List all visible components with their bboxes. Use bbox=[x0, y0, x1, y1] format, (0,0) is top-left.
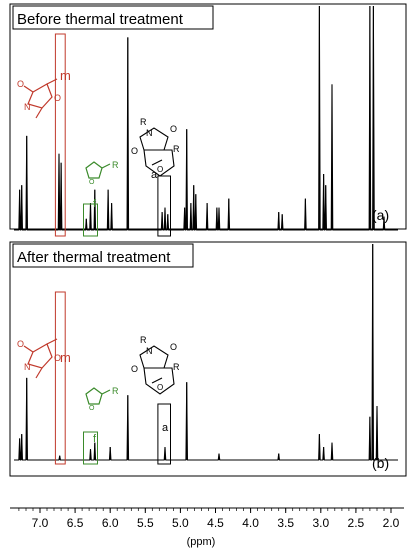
maleimide-o1-b: O bbox=[17, 339, 24, 349]
panel-a-label: (a) bbox=[372, 207, 389, 223]
annotation-boxes-b bbox=[54, 291, 171, 465]
panel-b-frame bbox=[9, 241, 407, 477]
x-tick-label-4: 5.0 bbox=[172, 516, 189, 530]
maleimide-structure-icon-b: m O O N bbox=[17, 338, 71, 379]
maleimide-structure-icon: m O O N bbox=[17, 68, 71, 119]
x-axis-label: (ppm) bbox=[187, 536, 216, 548]
spectrum-a bbox=[14, 5, 398, 231]
adduct-r1: R bbox=[140, 117, 147, 127]
label-m-b: m bbox=[60, 350, 71, 365]
panel-a-title: Before thermal treatment bbox=[17, 11, 184, 28]
adduct-o3-b: O bbox=[157, 383, 163, 392]
x-tick-label-10: 2.0 bbox=[383, 516, 400, 530]
annotation-box-m-b bbox=[54, 291, 66, 465]
furan-structure-icon-b: O R f bbox=[85, 386, 119, 445]
furan-r-b: R bbox=[112, 386, 119, 396]
panel-b-title-box bbox=[12, 243, 194, 268]
adduct-o1-b: O bbox=[170, 342, 177, 352]
x-tick-label-9: 2.5 bbox=[348, 516, 365, 530]
x-axis: 7.0 6.5 6.0 5.5 5.0 4.5 4.0 3.5 3.0 2.5 2.0 (ppm) bbox=[10, 507, 404, 548]
annotation-box-f-b bbox=[83, 431, 98, 465]
adduct-o1: O bbox=[170, 124, 177, 134]
maleimide-o2-b: O bbox=[54, 353, 61, 363]
x-tick-label-0: 7.0 bbox=[32, 516, 49, 530]
x-tick-label-2: 6.0 bbox=[102, 516, 119, 530]
x-tick-label-3: 5.5 bbox=[137, 516, 154, 530]
panel-b-title: After thermal treatment bbox=[17, 249, 171, 266]
panel-before: Before thermal treatment (a) m O O N O R… bbox=[9, 3, 407, 237]
maleimide-o2: O bbox=[54, 93, 61, 103]
annotation-box-a-b bbox=[157, 403, 171, 465]
spectrum-b bbox=[14, 243, 398, 461]
label-m-a: m bbox=[60, 68, 71, 83]
annotation-boxes-a bbox=[54, 33, 171, 237]
annotation-box-a-a bbox=[157, 175, 171, 237]
x-tick-label-1: 6.5 bbox=[67, 516, 84, 530]
spectrum-trace-b bbox=[14, 243, 398, 461]
annotation-box-f-a bbox=[83, 203, 98, 237]
panel-a-title-box bbox=[12, 5, 214, 30]
maleimide-o1: O bbox=[17, 79, 24, 89]
adduct-n: N bbox=[146, 128, 153, 138]
adduct-o2: O bbox=[131, 146, 138, 156]
panel-b-label: (b) bbox=[372, 455, 389, 471]
spectrum-trace-a bbox=[14, 5, 398, 231]
x-tick-label-5: 4.5 bbox=[207, 516, 224, 530]
adduct-r2: R bbox=[173, 144, 180, 154]
panel-after: After thermal treatment (b) m O O N O R … bbox=[9, 241, 407, 477]
x-tick-label-8: 3.0 bbox=[312, 516, 329, 530]
label-a-a: a bbox=[151, 169, 158, 181]
adduct-r1-b: R bbox=[140, 335, 147, 345]
label-f-b: f bbox=[93, 433, 97, 445]
panel-a-frame bbox=[9, 3, 407, 230]
x-ticks: 7.0 6.5 6.0 5.5 5.0 4.5 4.0 3.5 3.0 2.5 2.0 bbox=[18, 508, 400, 530]
adduct-r2-b: R bbox=[173, 362, 180, 372]
label-a-b: a bbox=[162, 422, 169, 434]
adduct-structure-icon: R N O O R O a bbox=[131, 117, 180, 181]
maleimide-n-b: N bbox=[24, 362, 31, 372]
furan-o: O bbox=[89, 179, 95, 186]
maleimide-n: N bbox=[24, 102, 31, 112]
furan-o-b: O bbox=[89, 405, 95, 412]
furan-r: R bbox=[112, 160, 119, 170]
annotation-box-m-a bbox=[54, 33, 66, 237]
adduct-o2-b: O bbox=[131, 364, 138, 374]
adduct-structure-icon-b: R N O O R O a bbox=[131, 335, 180, 434]
label-f-a: f bbox=[93, 198, 97, 210]
x-tick-label-6: 4.0 bbox=[242, 516, 259, 530]
furan-structure-icon: O R f bbox=[85, 160, 119, 210]
adduct-n-b: N bbox=[146, 346, 153, 356]
adduct-o3: O bbox=[157, 165, 163, 174]
x-tick-label-7: 3.5 bbox=[277, 516, 294, 530]
